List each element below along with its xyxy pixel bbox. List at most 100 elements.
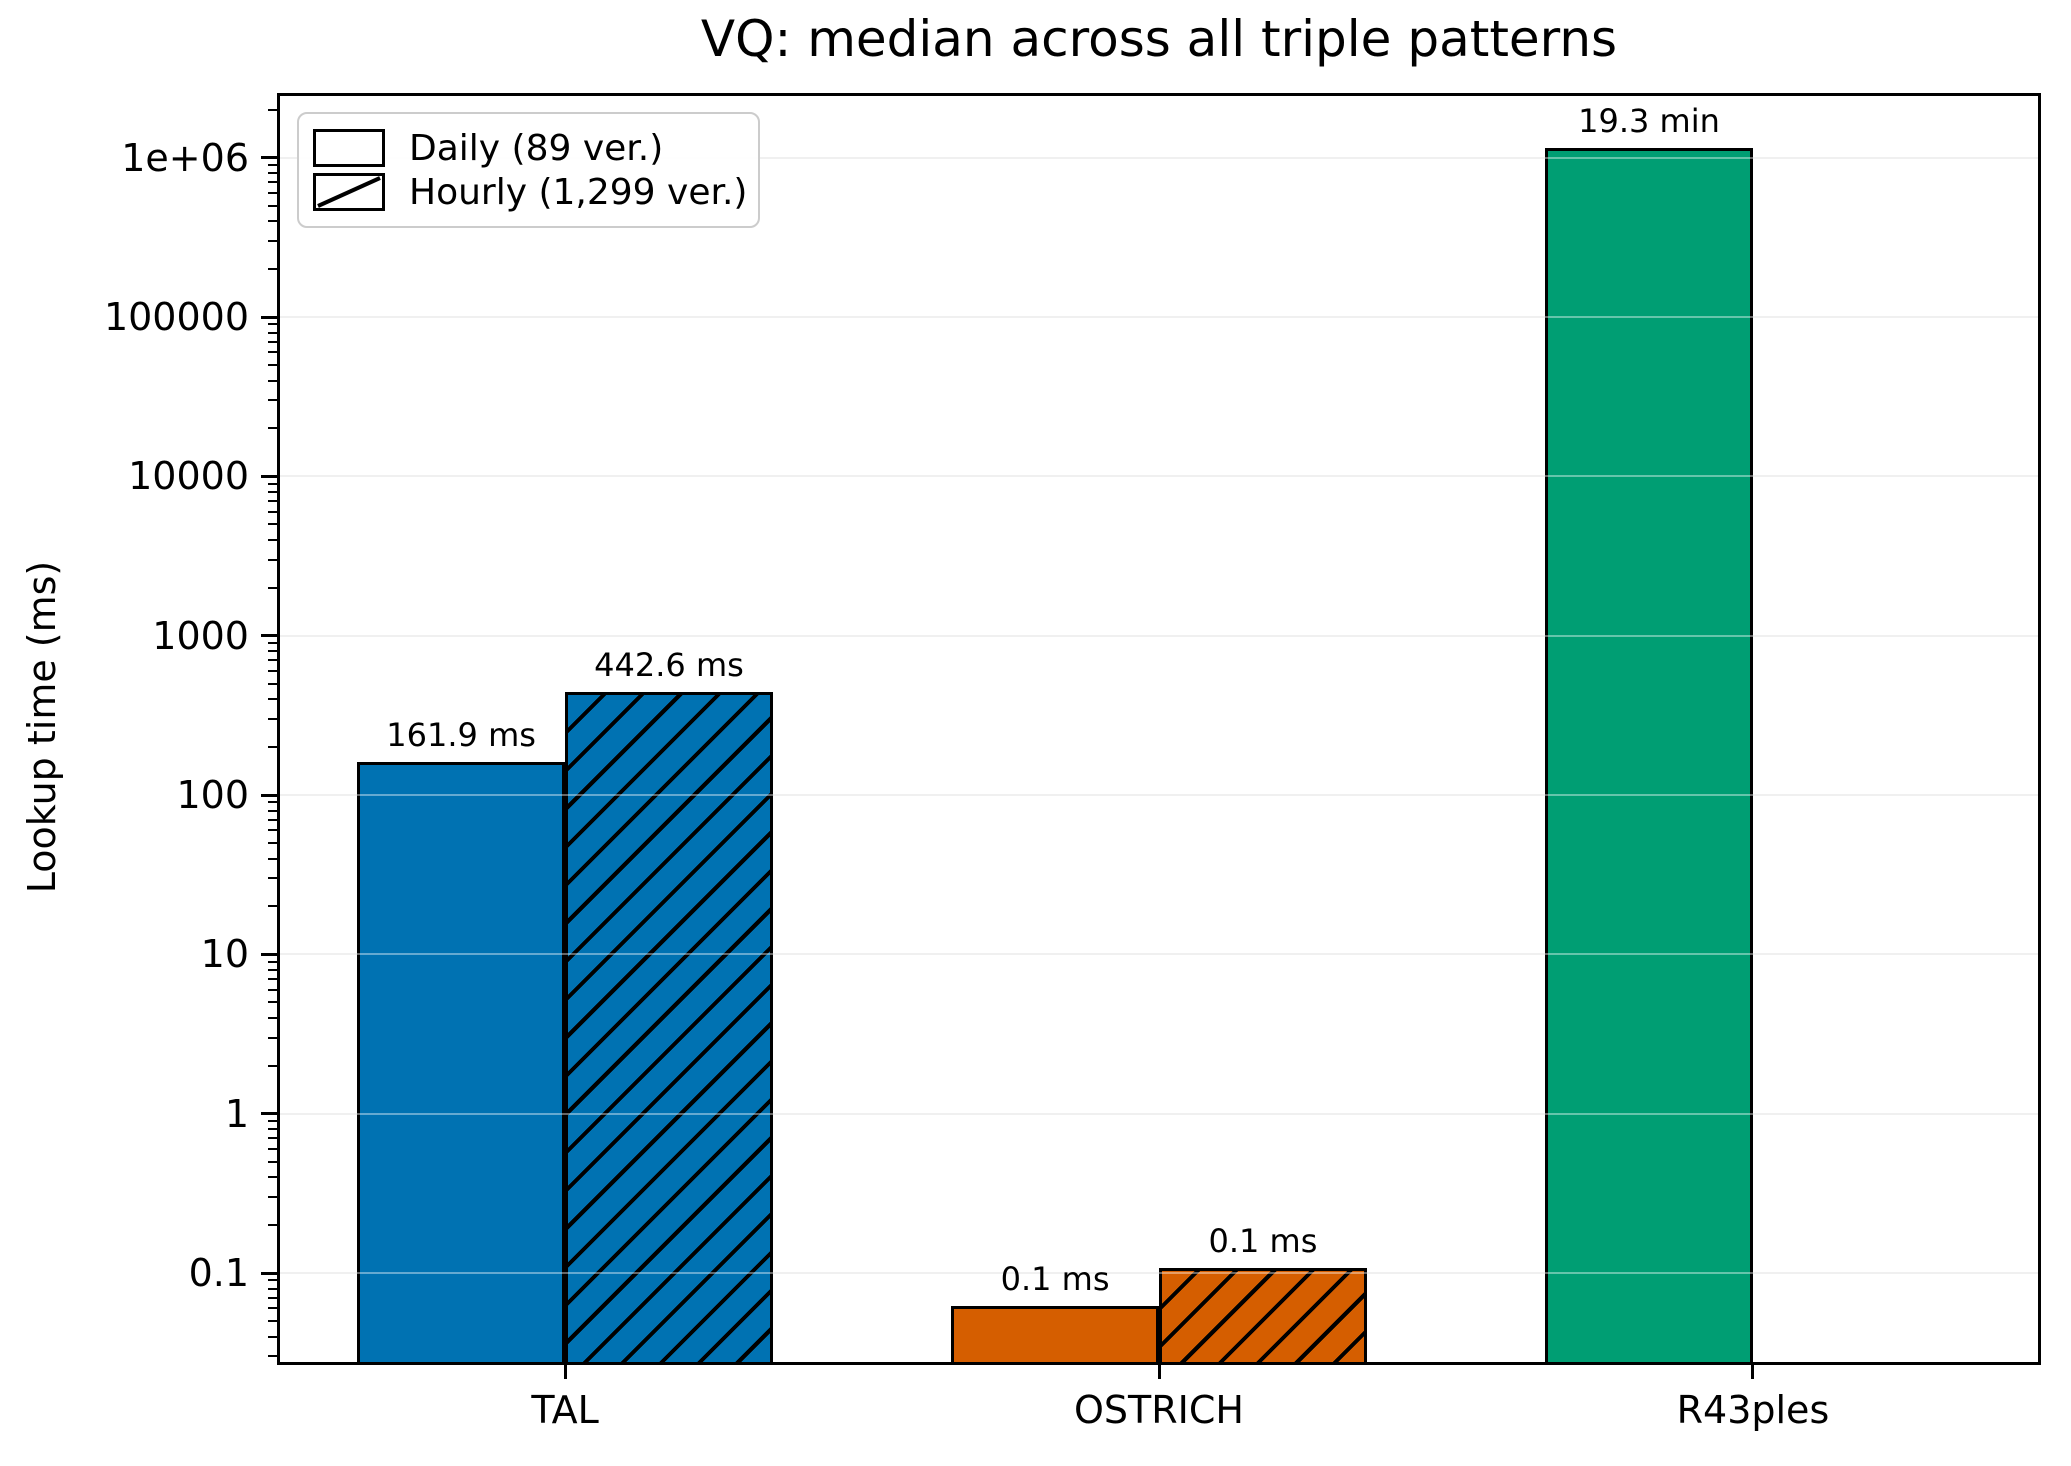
y-minor-tick — [268, 1176, 277, 1179]
y-tick-label: 1e+06 — [121, 135, 249, 180]
y-minor-tick — [268, 181, 277, 184]
gridline — [277, 794, 2041, 797]
bar-label-ostrich-hourly: 0.1 ms — [1208, 1222, 1318, 1261]
y-minor-tick — [268, 268, 277, 271]
y-minor-tick — [268, 1296, 277, 1299]
x-tick-r43ples — [1751, 1365, 1755, 1379]
y-tick — [261, 474, 277, 478]
y-minor-tick — [268, 659, 277, 662]
y-minor-tick — [268, 1137, 277, 1140]
hatch-stroke-icon — [317, 176, 381, 208]
bar-ostrich-daily — [951, 1306, 1159, 1365]
y-minor-tick — [268, 718, 277, 721]
y-minor-tick — [268, 877, 277, 880]
y-minor-tick — [268, 1064, 277, 1067]
y-minor-tick — [268, 905, 277, 908]
bar-label-tal-daily: 161.9 ms — [386, 715, 536, 754]
y-minor-tick — [268, 1196, 277, 1199]
y-minor-tick — [268, 108, 277, 111]
y-minor-tick — [268, 364, 277, 367]
bar-label-tal-hourly: 442.6 ms — [594, 646, 744, 685]
legend-item-hourly: Hourly (1,299 ver.) — [313, 170, 747, 214]
y-minor-tick — [268, 172, 277, 175]
y-minor-tick — [268, 240, 277, 243]
y-minor-tick — [268, 670, 277, 673]
y-minor-tick — [268, 1128, 277, 1131]
y-minor-tick — [268, 829, 277, 832]
y-tick-label: 100 — [176, 773, 249, 818]
x-tick-label-r43ples: R43ples — [1676, 1388, 1830, 1432]
legend-swatch-daily — [313, 129, 385, 167]
y-tick — [261, 634, 277, 638]
y-minor-tick — [268, 801, 277, 804]
y-minor-tick — [268, 351, 277, 354]
y-minor-tick — [268, 490, 277, 493]
y-minor-tick — [268, 1120, 277, 1123]
y-minor-tick — [268, 978, 277, 981]
x-tick-ostrich — [1157, 1365, 1161, 1379]
legend-label-hourly: Hourly (1,299 ver.) — [409, 171, 748, 213]
y-tick — [261, 156, 277, 160]
y-tick-label: 10000 — [128, 454, 249, 499]
y-minor-tick — [268, 482, 277, 485]
y-tick-label: 1000 — [152, 613, 249, 658]
y-minor-tick — [268, 746, 277, 749]
bar-r43ples-daily — [1545, 147, 1753, 1365]
gridline — [277, 316, 2041, 319]
gridline-overlay — [277, 156, 2041, 159]
y-tick — [261, 1112, 277, 1116]
gridline-overlay — [277, 953, 2041, 956]
legend: Daily (89 ver.) Hourly (1,299 ver.) — [297, 112, 760, 228]
legend-swatch-hourly — [313, 173, 385, 211]
bar-ostrich-hourly — [1159, 1268, 1367, 1365]
gridline-overlay — [277, 316, 2041, 319]
y-minor-tick — [268, 379, 277, 382]
x-tick-tal — [563, 1365, 567, 1379]
y-minor-tick — [268, 399, 277, 402]
y-minor-tick — [268, 331, 277, 334]
gridline — [277, 953, 2041, 956]
x-tick-label-ostrich: OSTRICH — [1074, 1388, 1244, 1432]
gridline — [277, 1112, 2041, 1115]
y-minor-tick — [268, 510, 277, 513]
bar-tal-daily — [357, 761, 566, 1365]
y-minor-tick — [268, 1224, 277, 1227]
y-minor-tick — [268, 1016, 277, 1019]
gridline — [277, 475, 2041, 478]
y-minor-tick — [268, 1001, 277, 1004]
y-minor-tick — [268, 204, 277, 207]
y-minor-tick — [268, 1160, 277, 1163]
y-minor-tick — [268, 192, 277, 195]
y-minor-tick — [268, 1279, 277, 1282]
bar-label-ostrich-daily: 0.1 ms — [1000, 1260, 1110, 1299]
y-minor-tick — [268, 1355, 277, 1358]
y-minor-tick — [268, 698, 277, 701]
chart-title: VQ: median across all triple patterns — [700, 10, 1618, 68]
y-minor-tick — [268, 323, 277, 326]
y-minor-tick — [268, 220, 277, 223]
y-tick-label: 10 — [200, 932, 249, 977]
gridline — [277, 634, 2041, 637]
gridline-overlay — [277, 1112, 2041, 1115]
gridline-overlay — [277, 794, 2041, 797]
y-minor-tick — [268, 1036, 277, 1039]
y-minor-tick — [268, 988, 277, 991]
y-minor-tick — [268, 164, 277, 167]
y-minor-tick — [268, 642, 277, 645]
y-minor-tick — [268, 650, 277, 653]
y-tick — [261, 793, 277, 797]
legend-label-daily: Daily (89 ver.) — [409, 127, 664, 169]
y-minor-tick — [268, 968, 277, 971]
y-minor-tick — [268, 1287, 277, 1290]
y-minor-tick — [268, 1320, 277, 1323]
x-tick-label-tal: TAL — [531, 1388, 599, 1432]
y-minor-tick — [268, 500, 277, 503]
y-minor-tick — [268, 1148, 277, 1151]
y-minor-tick — [268, 586, 277, 589]
y-minor-tick — [268, 523, 277, 526]
y-minor-tick — [268, 682, 277, 685]
y-minor-tick — [268, 857, 277, 860]
gridline-overlay — [277, 475, 2041, 478]
y-minor-tick — [268, 809, 277, 812]
